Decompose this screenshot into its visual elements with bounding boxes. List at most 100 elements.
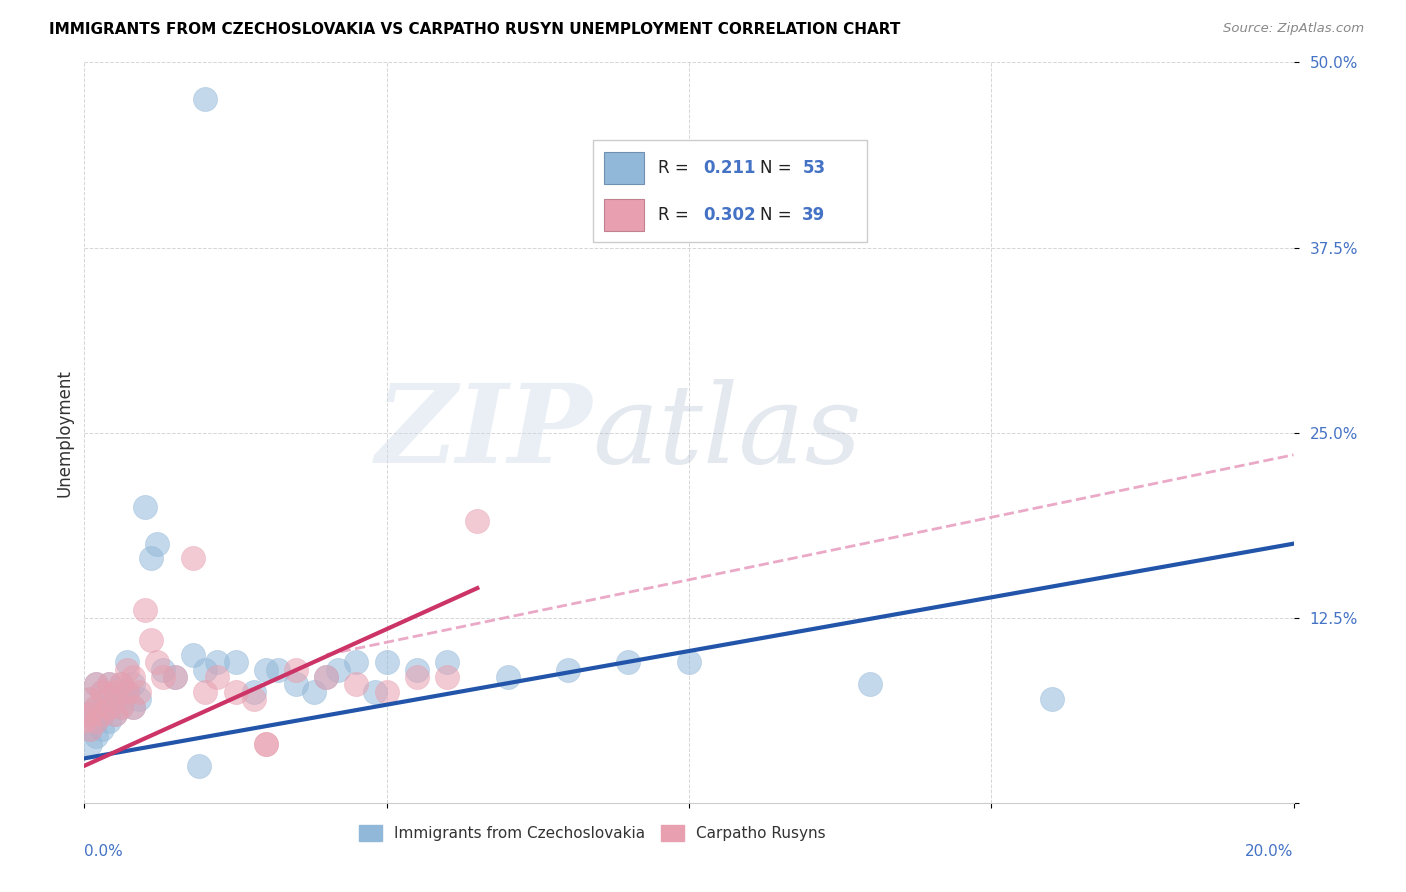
Point — [115, 663, 138, 677]
Point — [91, 722, 114, 736]
Point — [97, 699, 120, 714]
Text: 0.0%: 0.0% — [84, 844, 124, 859]
Point — [406, 670, 429, 684]
Point — [152, 670, 174, 684]
Point — [254, 737, 277, 751]
Point — [225, 685, 247, 699]
Bar — [605, 152, 644, 184]
Point — [346, 677, 368, 691]
Point — [146, 655, 169, 669]
Text: 20.0%: 20.0% — [1246, 844, 1294, 859]
Point — [97, 677, 120, 691]
Point — [73, 714, 96, 729]
Text: R =: R = — [658, 159, 693, 177]
Point — [73, 706, 96, 721]
Point — [617, 655, 640, 669]
Point — [121, 699, 143, 714]
Point — [139, 551, 162, 566]
Point — [79, 722, 101, 736]
Point — [436, 655, 458, 669]
Text: 0.302: 0.302 — [703, 205, 756, 224]
Point — [110, 677, 132, 691]
Point — [91, 685, 114, 699]
Point — [110, 699, 132, 714]
Point — [436, 670, 458, 684]
Point — [859, 677, 882, 691]
Point — [97, 677, 120, 691]
Point — [1040, 692, 1063, 706]
Point — [128, 685, 150, 699]
Point — [346, 655, 368, 669]
Text: N =: N = — [759, 159, 797, 177]
Point — [79, 706, 101, 721]
Point — [207, 655, 229, 669]
Point — [375, 655, 398, 669]
Point — [207, 670, 229, 684]
Point — [302, 685, 325, 699]
Point — [86, 714, 108, 729]
Text: ZIP: ZIP — [375, 379, 592, 486]
Point — [194, 663, 217, 677]
Point — [104, 685, 127, 699]
Point — [557, 663, 579, 677]
Legend: Immigrants from Czechoslovakia, Carpatho Rusyns: Immigrants from Czechoslovakia, Carpatho… — [353, 819, 831, 847]
FancyBboxPatch shape — [593, 140, 868, 243]
Point — [165, 670, 187, 684]
Point — [267, 663, 290, 677]
Point — [146, 536, 169, 550]
Point — [86, 699, 108, 714]
Text: Source: ZipAtlas.com: Source: ZipAtlas.com — [1223, 22, 1364, 36]
Point — [86, 677, 108, 691]
Point — [134, 500, 156, 514]
Point — [194, 685, 217, 699]
Point — [242, 685, 264, 699]
Point — [79, 692, 101, 706]
Point — [315, 670, 337, 684]
Point — [225, 655, 247, 669]
Point — [194, 92, 217, 106]
Point — [97, 699, 120, 714]
Y-axis label: Unemployment: Unemployment — [55, 368, 73, 497]
Point — [104, 692, 127, 706]
Text: 39: 39 — [803, 205, 825, 224]
Point — [79, 737, 101, 751]
Point — [139, 632, 162, 647]
Point — [285, 663, 308, 677]
Point — [254, 663, 277, 677]
Point — [86, 677, 108, 691]
Text: 0.211: 0.211 — [703, 159, 755, 177]
Point — [121, 699, 143, 714]
Text: R =: R = — [658, 205, 693, 224]
Text: atlas: atlas — [592, 379, 862, 486]
Point — [115, 685, 138, 699]
Point — [97, 714, 120, 729]
Point — [285, 677, 308, 691]
Text: IMMIGRANTS FROM CZECHOSLOVAKIA VS CARPATHO RUSYN UNEMPLOYMENT CORRELATION CHART: IMMIGRANTS FROM CZECHOSLOVAKIA VS CARPAT… — [49, 22, 901, 37]
Point — [110, 677, 132, 691]
Point — [134, 603, 156, 617]
Point — [121, 677, 143, 691]
Point — [115, 685, 138, 699]
Point — [91, 706, 114, 721]
Point — [363, 685, 385, 699]
Point — [242, 692, 264, 706]
Point — [86, 699, 108, 714]
Point — [115, 655, 138, 669]
Point — [165, 670, 187, 684]
Point — [128, 692, 150, 706]
Point — [121, 670, 143, 684]
Point — [181, 551, 204, 566]
Point — [254, 737, 277, 751]
Point — [91, 706, 114, 721]
Point — [328, 663, 350, 677]
Text: 53: 53 — [803, 159, 825, 177]
Point — [188, 758, 211, 772]
Point — [110, 699, 132, 714]
Bar — [605, 199, 644, 230]
Point — [678, 655, 700, 669]
Text: N =: N = — [759, 205, 797, 224]
Point — [86, 714, 108, 729]
Point — [91, 685, 114, 699]
Point — [79, 722, 101, 736]
Point — [467, 515, 489, 529]
